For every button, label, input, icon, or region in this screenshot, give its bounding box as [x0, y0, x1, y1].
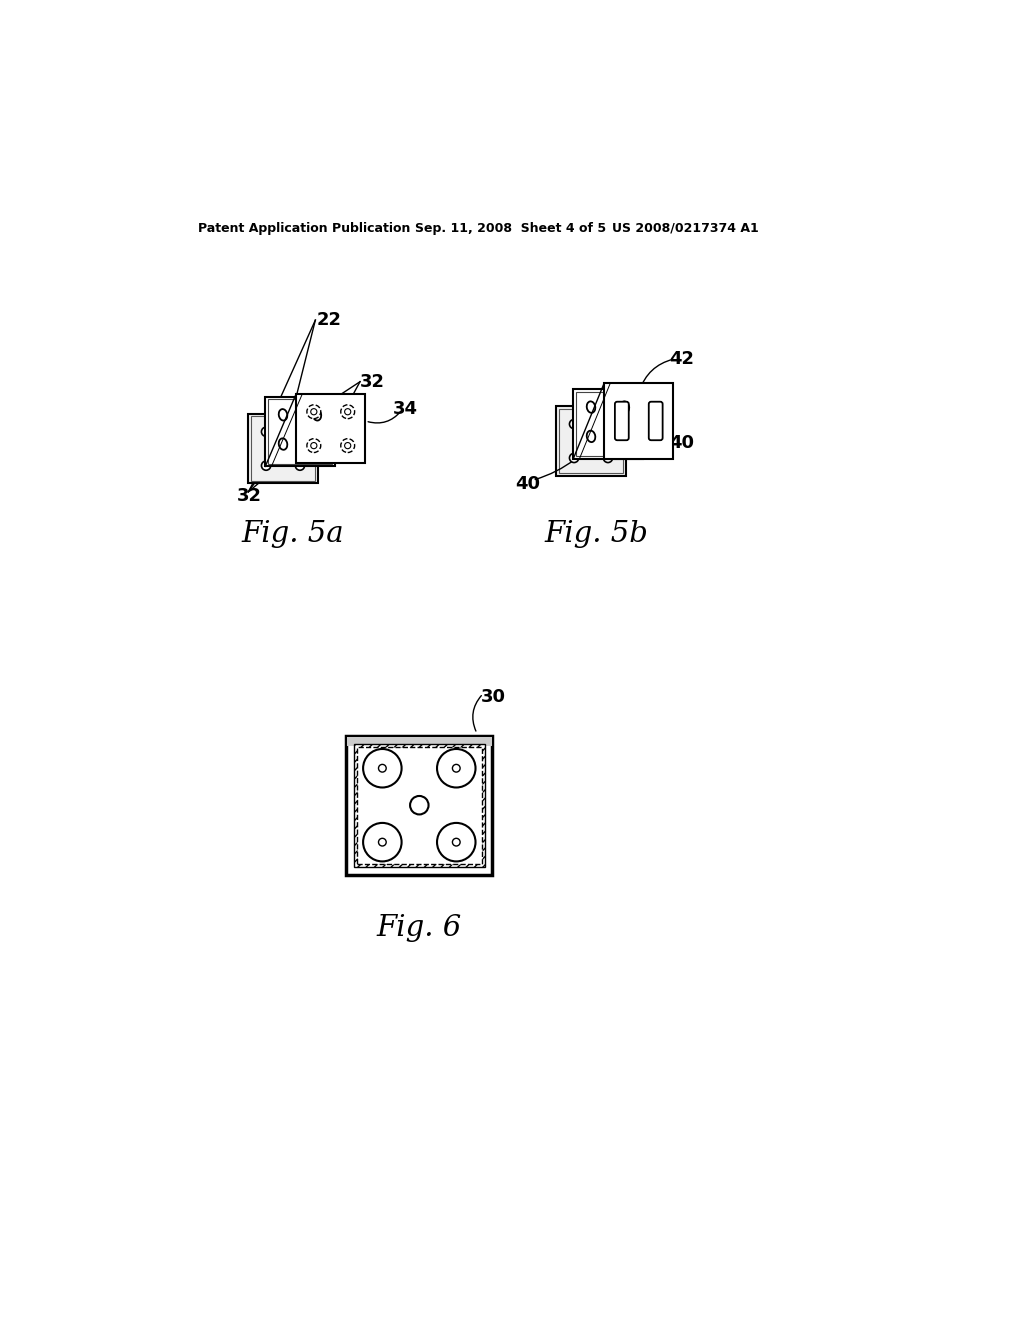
Circle shape: [295, 428, 304, 437]
Text: Patent Application Publication: Patent Application Publication: [199, 222, 411, 235]
Circle shape: [437, 822, 475, 862]
Circle shape: [341, 438, 354, 453]
Circle shape: [295, 461, 304, 470]
Text: US 2008/0217374 A1: US 2008/0217374 A1: [611, 222, 759, 235]
Circle shape: [569, 420, 579, 429]
Circle shape: [437, 748, 475, 788]
Text: Fig. 5a: Fig. 5a: [241, 520, 344, 548]
Bar: [357, 747, 481, 863]
Bar: [604, 383, 674, 459]
Circle shape: [307, 405, 321, 418]
Ellipse shape: [621, 401, 629, 413]
Text: Fig. 5b: Fig. 5b: [545, 520, 648, 548]
FancyBboxPatch shape: [614, 401, 629, 441]
Bar: [354, 743, 484, 867]
Text: 32: 32: [237, 487, 262, 504]
Text: 42: 42: [670, 350, 694, 367]
Circle shape: [345, 409, 351, 414]
FancyBboxPatch shape: [649, 401, 663, 441]
Ellipse shape: [312, 409, 322, 421]
Circle shape: [379, 764, 386, 772]
Bar: [296, 395, 366, 463]
Circle shape: [345, 442, 351, 449]
Ellipse shape: [587, 430, 595, 442]
Circle shape: [410, 796, 429, 814]
Ellipse shape: [587, 401, 595, 413]
Circle shape: [569, 453, 579, 462]
Circle shape: [603, 420, 612, 429]
Circle shape: [261, 428, 270, 437]
Bar: [556, 407, 626, 475]
Bar: [573, 389, 643, 459]
Bar: [575, 392, 640, 457]
Circle shape: [453, 764, 460, 772]
Text: 22: 22: [316, 312, 342, 329]
Text: 40: 40: [515, 475, 541, 494]
Circle shape: [310, 442, 316, 449]
Bar: [347, 737, 492, 746]
Bar: [559, 409, 624, 474]
Circle shape: [453, 838, 460, 846]
Bar: [267, 400, 333, 465]
Text: Fig. 6: Fig. 6: [377, 915, 462, 942]
Bar: [346, 737, 493, 875]
Text: 30: 30: [481, 689, 506, 706]
Circle shape: [364, 822, 401, 862]
Bar: [249, 414, 317, 483]
Ellipse shape: [279, 409, 288, 421]
Text: 34: 34: [392, 400, 418, 418]
Circle shape: [310, 409, 316, 414]
Circle shape: [261, 461, 270, 470]
Text: 32: 32: [360, 372, 385, 391]
Bar: [265, 397, 335, 466]
Circle shape: [379, 838, 386, 846]
Bar: [251, 416, 315, 480]
Circle shape: [307, 438, 321, 453]
Circle shape: [341, 405, 354, 418]
Text: 40: 40: [670, 434, 694, 453]
Circle shape: [603, 453, 612, 462]
Text: Sep. 11, 2008  Sheet 4 of 5: Sep. 11, 2008 Sheet 4 of 5: [416, 222, 606, 235]
Ellipse shape: [279, 438, 288, 450]
Circle shape: [364, 748, 401, 788]
